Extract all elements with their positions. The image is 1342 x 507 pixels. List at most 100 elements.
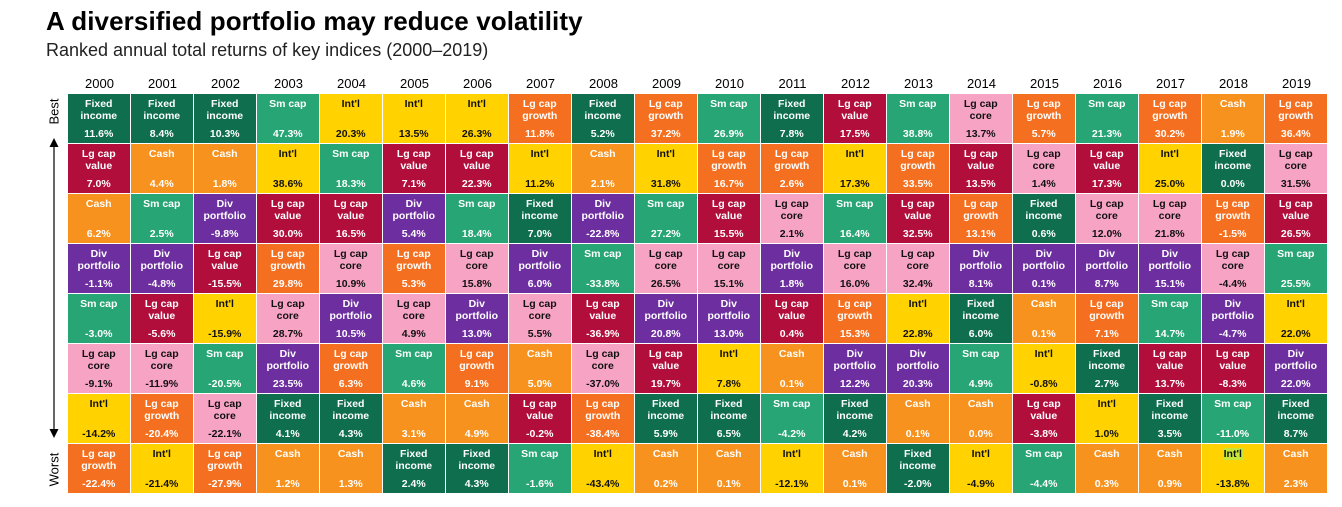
asset-class-label: Div portfolio [392,198,436,222]
asset-class-label: Lg cap growth [333,348,369,372]
year-label: 2000 [85,76,114,91]
return-cell: Lg cap growth 5.7% [1013,94,1075,143]
return-value: 4.9% [401,327,426,340]
return-cell: Div portfolio 8.7% [1076,244,1138,293]
return-cell: Int'l -0.8% [1013,344,1075,393]
return-value: -2.0% [904,477,932,490]
asset-class-label: Lg cap value [396,148,431,172]
asset-class-label: Int'l [971,448,990,460]
asset-class-label: Cash [1030,298,1057,310]
asset-class-label: Lg cap core [459,248,494,272]
asset-class-label: Div portfolio [770,248,814,272]
asset-class-label: Div portfolio [518,248,562,272]
return-cell: Lg cap value 22.3% [446,144,508,193]
return-cell: Lg cap growth 29.8% [257,244,319,293]
return-cell: Lg cap value 32.5% [887,194,949,243]
asset-class-label: Lg cap growth [648,98,684,122]
return-value: -1.1% [85,277,113,290]
return-value: 0.1% [1031,327,1056,340]
asset-class-label: Lg cap value [1152,348,1187,372]
return-value: 15.8% [461,277,492,290]
return-value: 14.7% [1154,327,1185,340]
return-value: -4.4% [1219,277,1247,290]
page-title: A diversified portfolio may reduce volat… [46,6,583,36]
asset-class-label: Lg cap core [333,248,368,272]
asset-class-label: Int'l [341,98,360,110]
return-value: 38.6% [272,177,303,190]
return-value: 0.0% [1220,177,1245,190]
return-cell: Int'l -12.1% [761,444,823,493]
asset-class-label: Lg cap growth [585,398,621,422]
year-label: 2018 [1219,76,1248,91]
return-cell: Int'l 20.3% [320,94,382,143]
year-label: 2016 [1093,76,1122,91]
return-value: -4.9% [967,477,995,490]
return-value: 30.2% [1154,127,1185,140]
return-cell: Div portfolio 13.0% [698,294,760,343]
return-value: -36.9% [586,327,620,340]
asset-class-label: Lg cap core [963,98,998,122]
return-cell: Int'l 17.3% [824,144,886,193]
return-cell: Lg cap value 7.0% [68,144,130,193]
asset-class-label: Cash [715,448,742,460]
return-value: 10.3% [209,127,240,140]
return-value: 2.7% [1094,377,1119,390]
asset-class-label: Div portfolio [581,198,625,222]
return-cell: Lg cap core 31.5% [1265,144,1327,193]
return-cell: Lg cap core 5.5% [509,294,571,343]
return-value: 8.7% [1283,427,1308,440]
asset-class-label: Lg cap core [648,248,683,272]
asset-class-label: Lg cap value [711,198,746,222]
return-value: 13.0% [713,327,744,340]
return-value: 7.0% [86,177,111,190]
year-label: 2011 [778,76,807,91]
return-cell: Sm cap -4.2% [761,394,823,443]
asset-class-label: Lg cap core [207,398,242,422]
return-cell: Int'l -15.9% [194,294,256,343]
return-value: 9.1% [464,377,489,390]
asset-class-label: Lg cap core [711,248,746,272]
return-cell: Int'l -13.8% [1202,444,1264,493]
return-cell: Lg cap value -3.8% [1013,394,1075,443]
asset-class-label: Lg cap core [144,348,179,372]
return-value: -0.2% [526,427,554,440]
asset-class-label: Cash [778,348,805,360]
asset-class-label: Lg cap value [648,348,683,372]
return-cell: Lg cap growth 15.3% [824,294,886,343]
return-cell: Int'l 7.8% [698,344,760,393]
return-value: 15.1% [1154,277,1185,290]
return-cell: Int'l 38.6% [257,144,319,193]
return-value: 2.5% [149,227,174,240]
asset-class-label: Fixed income [80,98,118,122]
asset-class-label: Int'l [1160,148,1179,160]
return-value: -4.4% [1030,477,1058,490]
return-value: -22.1% [208,427,242,440]
return-value: 26.5% [650,277,681,290]
return-cell: Int'l 31.8% [635,144,697,193]
return-value: -27.9% [208,477,242,490]
return-value: 28.7% [272,327,303,340]
return-value: 16.7% [713,177,744,190]
return-cell: Sm cap -11.0% [1202,394,1264,443]
return-cell: Div portfolio 10.5% [320,294,382,343]
return-cell: Div portfolio 13.0% [446,294,508,343]
return-value: -4.2% [778,427,806,440]
return-cell: Sm cap 27.2% [635,194,697,243]
asset-class-label: Sm cap [206,348,244,360]
return-cell: Fixed income 4.3% [320,394,382,443]
return-cell: Int'l 1.0% [1076,394,1138,443]
asset-class-label: Div portfolio [203,198,247,222]
asset-class-label: Lg cap value [774,298,809,322]
return-cell: Lg cap core -22.1% [194,394,256,443]
year-label: 2012 [841,76,870,91]
return-cell: Int'l -4.9% [950,444,1012,493]
return-value: 47.3% [272,127,303,140]
return-cell: Fixed income 11.6% [68,94,130,143]
asset-class-label: Fixed income [647,398,685,422]
asset-class-label: Cash [841,448,868,460]
return-cell: Lg cap value -0.2% [509,394,571,443]
year-label: 2013 [904,76,933,91]
asset-class-label: Fixed income [1277,398,1315,422]
return-value: 27.2% [650,227,681,240]
return-cell: Lg cap core 26.5% [635,244,697,293]
